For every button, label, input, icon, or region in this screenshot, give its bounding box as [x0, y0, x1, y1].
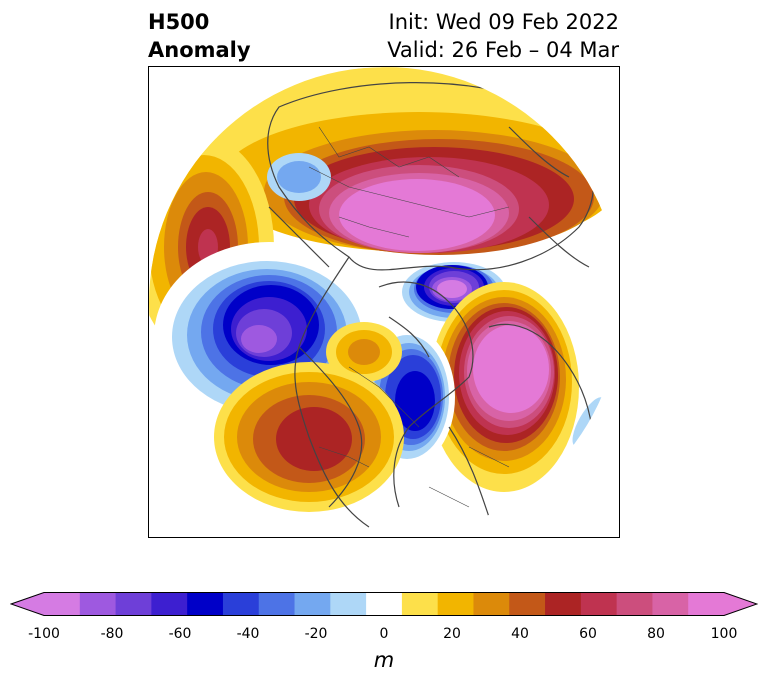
- title-type: Anomaly: [148, 38, 251, 62]
- colorbar-outline: [10, 592, 758, 616]
- anomaly-field: [149, 67, 619, 537]
- colorbar-segment: [366, 592, 403, 616]
- init-date: Init: Wed 09 Feb 2022: [388, 10, 619, 34]
- colorbar-extend-max: [724, 592, 757, 616]
- colorbar-segment: [616, 592, 653, 616]
- colorbar-segment: [580, 592, 618, 616]
- colorbar-segment: [545, 592, 582, 616]
- colorbar-segment: [688, 592, 725, 616]
- colorbar-unit: m: [373, 648, 395, 672]
- colorbar-segment: [44, 592, 81, 616]
- colorbar-segment: [187, 592, 224, 616]
- colorbar-segment: [652, 592, 689, 616]
- colorbar-extend-min: [11, 592, 44, 616]
- borders: [308, 126, 510, 508]
- map-dates: Init: Wed 09 Feb 2022 Valid: 26 Feb – 04…: [387, 8, 619, 64]
- east-asia-negative-anomaly: [267, 153, 331, 201]
- colorbar-tick-label: 80: [647, 626, 665, 642]
- colorbar-tick-label: 40: [511, 626, 529, 642]
- map-title: H500 Anomaly: [148, 8, 251, 64]
- colorbar-tick-label: 0: [379, 626, 389, 642]
- colorbar-segment: [151, 592, 188, 616]
- colorbar-tick-label: 60: [579, 626, 597, 642]
- colorbar-segment: [401, 592, 439, 616]
- title-variable: H500: [148, 10, 210, 34]
- colorbar-tick-label: 100: [710, 626, 738, 642]
- colorbar-tick-label: -40: [236, 626, 260, 642]
- colorbar-segment: [115, 592, 152, 616]
- anomaly-map: [149, 67, 619, 537]
- valid-range: Valid: 26 Feb – 04 Mar: [387, 38, 619, 62]
- siberia-positive-anomaly: [179, 67, 619, 255]
- colorbar-segment: [509, 592, 546, 616]
- colorbar-tick-label: -20: [304, 626, 328, 642]
- alaska-positive-anomaly: [326, 322, 402, 382]
- colorbar-segment: [437, 592, 474, 616]
- colorbar-segment: [330, 592, 367, 616]
- map-panel: [148, 66, 620, 538]
- colorbar-tick-label: -100: [28, 626, 60, 642]
- colorbar-tick-label: 20: [443, 626, 461, 642]
- colorbar-segment: [222, 592, 260, 616]
- colorbar-tick-label: -60: [168, 626, 192, 642]
- colorbar-tick-label: -80: [100, 626, 124, 642]
- colorbar-segment: [294, 592, 331, 616]
- colorbar: [10, 592, 758, 616]
- colorbar-segment: [258, 592, 296, 616]
- colorbar-segment: [473, 592, 510, 616]
- colorbar-segment: [79, 592, 117, 616]
